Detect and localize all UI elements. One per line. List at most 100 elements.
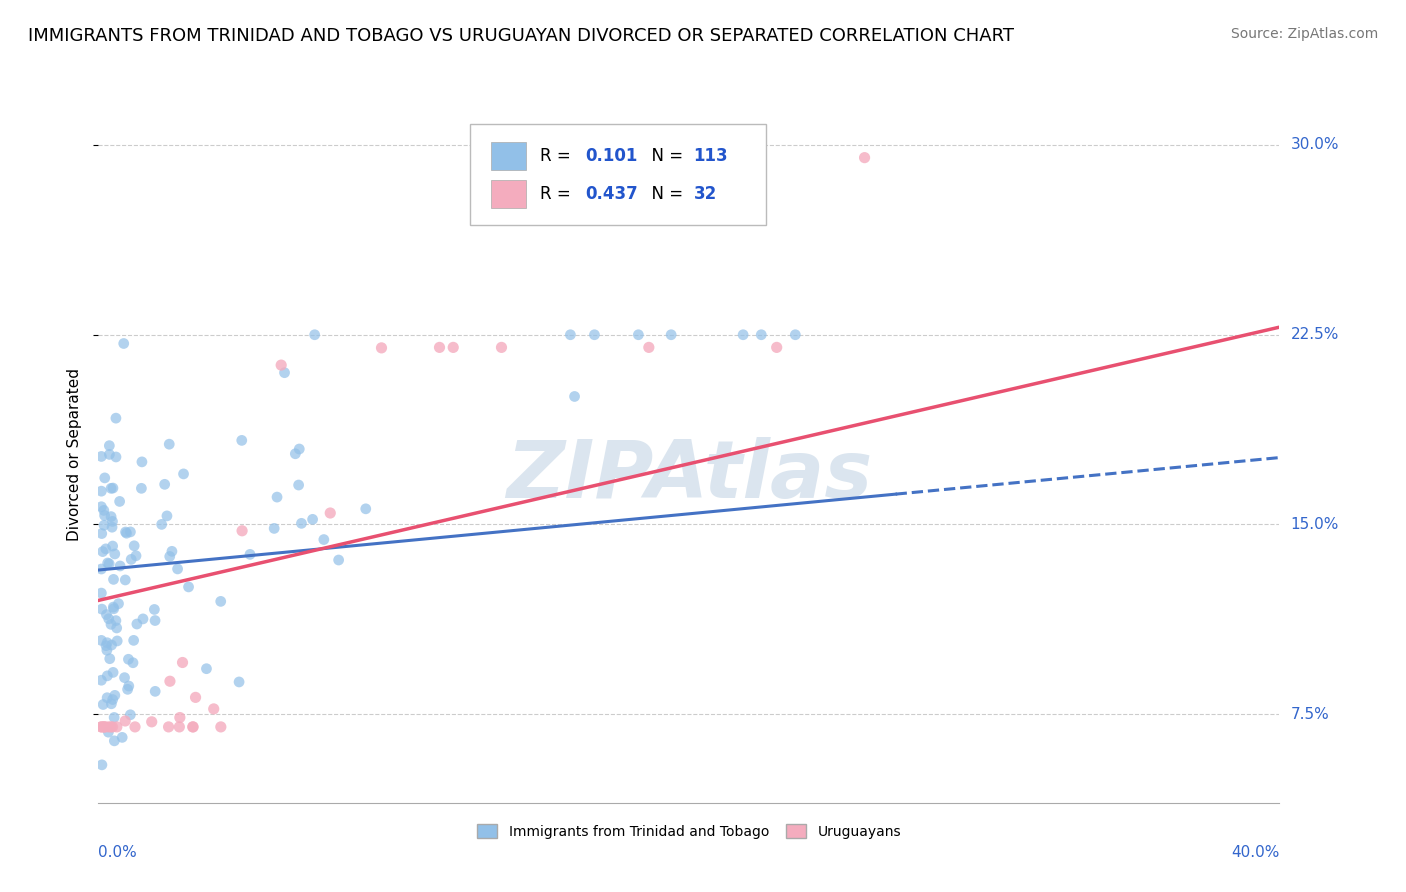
Point [100,697,122,711]
Point [90,602,112,616]
Point [304,327,326,342]
Point [125,617,148,632]
Text: R =: R = [540,185,576,203]
Point [263,521,285,535]
Point [90,633,112,648]
Point [104,547,127,561]
Point [117,682,139,697]
Point [159,674,181,689]
Text: IMMIGRANTS FROM TRINIDAD AND TOBAGO VS URUGUAYAN DIVORCED OR SEPARATED CORRELATI: IMMIGRANTS FROM TRINIDAD AND TOBAGO VS U… [28,27,1014,45]
Point [96,636,118,650]
Point [749,327,772,342]
Point [104,614,127,628]
Point [96,607,118,622]
Point [288,442,311,456]
Point [93,508,115,523]
Point [98,447,121,461]
Point [90,526,112,541]
Point [131,481,153,495]
Point [97,725,120,739]
Point [141,714,163,729]
Point [319,506,342,520]
Point [239,548,262,562]
Point [114,714,136,728]
Point [90,500,112,514]
Point [181,720,204,734]
Point [100,720,122,734]
Y-axis label: Divorced or Separated: Divorced or Separated [66,368,82,541]
Point [103,573,125,587]
Point [354,501,377,516]
Point [90,562,112,576]
Point [103,600,125,615]
Point [101,481,124,495]
Point [564,389,586,403]
Point [209,720,232,734]
Bar [491,142,526,169]
Point [284,447,307,461]
Point [94,720,117,734]
Point [100,617,122,632]
Point [93,720,115,734]
Point [153,477,176,491]
Point [124,720,146,734]
FancyBboxPatch shape [471,124,766,226]
Point [94,541,117,556]
Point [103,601,125,615]
Point [733,327,755,342]
Point [91,698,114,712]
Point [90,757,112,772]
Point [100,638,122,652]
Point [209,594,232,608]
Point [202,702,225,716]
Point [117,652,139,666]
Point [583,327,606,342]
Point [184,690,207,705]
Point [97,720,120,734]
Point [122,539,145,553]
Point [150,517,173,532]
Point [111,731,134,745]
Point [370,341,392,355]
Text: 40.0%: 40.0% [1232,845,1279,860]
Text: Source: ZipAtlas.com: Source: ZipAtlas.com [1230,27,1378,41]
Point [98,439,121,453]
Point [98,557,121,571]
Point [91,544,114,558]
Text: N =: N = [641,185,688,203]
Point [114,524,136,539]
Point [101,520,124,534]
Point [122,633,145,648]
Point [115,526,138,541]
Point [114,573,136,587]
Point [143,602,166,616]
Point [266,490,288,504]
Point [97,612,120,626]
Point [107,597,129,611]
Point [105,634,128,648]
Point [312,533,335,547]
Point [93,518,115,533]
Point [105,720,128,734]
Point [173,467,195,481]
Point [785,327,807,342]
Point [118,679,141,693]
Point [94,471,117,485]
Point [101,665,124,680]
Point [100,509,122,524]
Point [157,720,180,734]
Point [627,327,650,342]
Point [90,450,112,464]
Point [101,720,124,734]
Point [491,340,513,354]
Point [96,643,118,657]
Point [101,692,124,706]
Text: 7.5%: 7.5% [1291,706,1329,722]
Point [96,669,118,683]
Point [290,516,312,531]
Point [108,559,131,574]
Point [94,639,117,653]
Point [96,690,118,705]
Point [104,411,127,425]
Point [560,327,582,342]
